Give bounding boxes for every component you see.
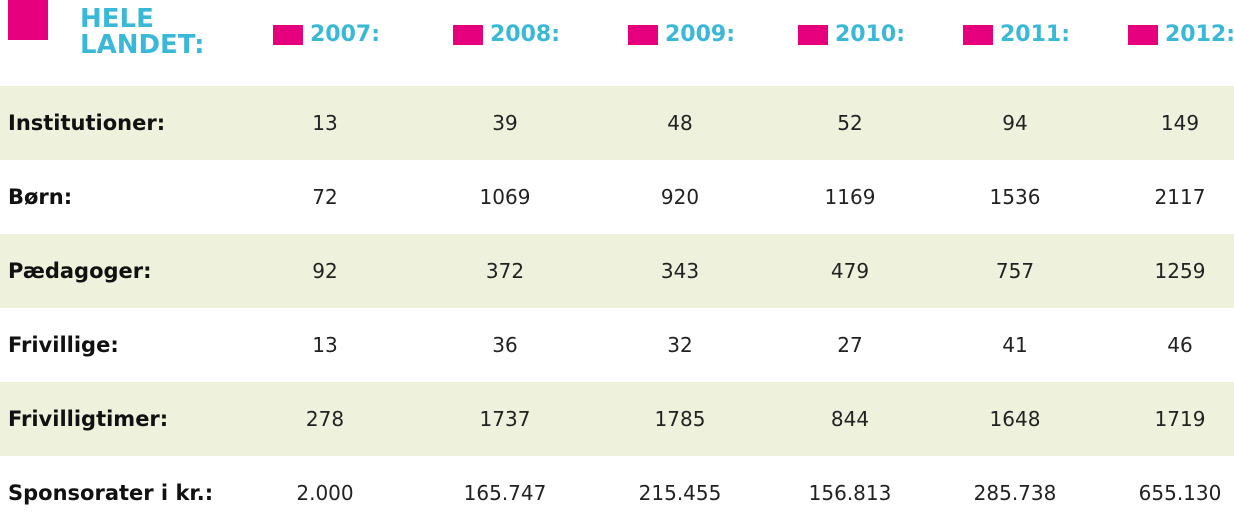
cell-value: 52 (837, 111, 863, 135)
cell-value: 72 (312, 185, 338, 209)
cell-value: 757 (995, 259, 1035, 283)
cell-value: 343 (660, 259, 700, 283)
row-band (0, 382, 1234, 456)
cell-value: 13 (312, 333, 338, 357)
row-label: Pædagoger: (8, 259, 152, 283)
table-title: HELE LANDET: (80, 4, 205, 60)
cell-value: 215.455 (638, 481, 722, 505)
row-label: Børn: (8, 185, 73, 209)
cell-value: 41 (1002, 333, 1028, 357)
cell-value: 479 (830, 259, 870, 283)
title-marker (8, 0, 48, 40)
cell-value: 844 (830, 407, 870, 431)
row-label: Frivilligtimer: (8, 407, 169, 431)
cell-value: 1069 (479, 185, 531, 209)
cell-value: 1536 (989, 185, 1041, 209)
page: HELE LANDET: 2007: 2008: 2009: 2010: 2011: 20… (0, 0, 1234, 505)
year-header: 2011: (1000, 22, 1071, 47)
year-header: 2008: (490, 22, 561, 47)
cell-value: 1737 (479, 407, 531, 431)
cell-value: 1169 (824, 185, 876, 209)
row-label: Sponsorater i kr.: (8, 481, 214, 505)
year-marker (963, 25, 993, 45)
cell-value: 36 (492, 333, 518, 357)
cell-value: 920 (660, 185, 700, 209)
year-marker (798, 25, 828, 45)
year-marker (273, 25, 303, 45)
cell-value: 32 (667, 333, 693, 357)
cell-value: 149 (1160, 111, 1200, 135)
row-label: Frivillige: (8, 333, 119, 357)
cell-value: 1259 (1154, 259, 1206, 283)
cell-value: 165.747 (463, 481, 547, 505)
year-header: 2009: (665, 22, 736, 47)
cell-value: 2117 (1154, 185, 1206, 209)
cell-value: 285.738 (973, 481, 1057, 505)
cell-value: 1648 (989, 407, 1041, 431)
row-label: Institutioner: (8, 111, 166, 135)
cell-value: 46 (1167, 333, 1193, 357)
cell-value: 278 (305, 407, 345, 431)
year-marker (1128, 25, 1158, 45)
cell-value: 13 (312, 111, 338, 135)
cell-value: 1719 (1154, 407, 1206, 431)
cell-value: 372 (485, 259, 525, 283)
year-header: 2007: (310, 22, 381, 47)
cell-value: 2.000 (296, 481, 354, 505)
cell-value: 48 (667, 111, 693, 135)
cell-value: 27 (837, 333, 863, 357)
row-band (0, 86, 1234, 160)
year-marker (453, 25, 483, 45)
cell-value: 1785 (654, 407, 706, 431)
cell-value: 655.130 (1138, 481, 1222, 505)
cell-value: 94 (1002, 111, 1028, 135)
row-band (0, 234, 1234, 308)
cell-value: 156.813 (808, 481, 892, 505)
cell-value: 92 (312, 259, 338, 283)
year-header: 2010: (835, 22, 906, 47)
year-marker (628, 25, 658, 45)
cell-value: 39 (492, 111, 518, 135)
year-header: 2012: (1165, 22, 1234, 47)
